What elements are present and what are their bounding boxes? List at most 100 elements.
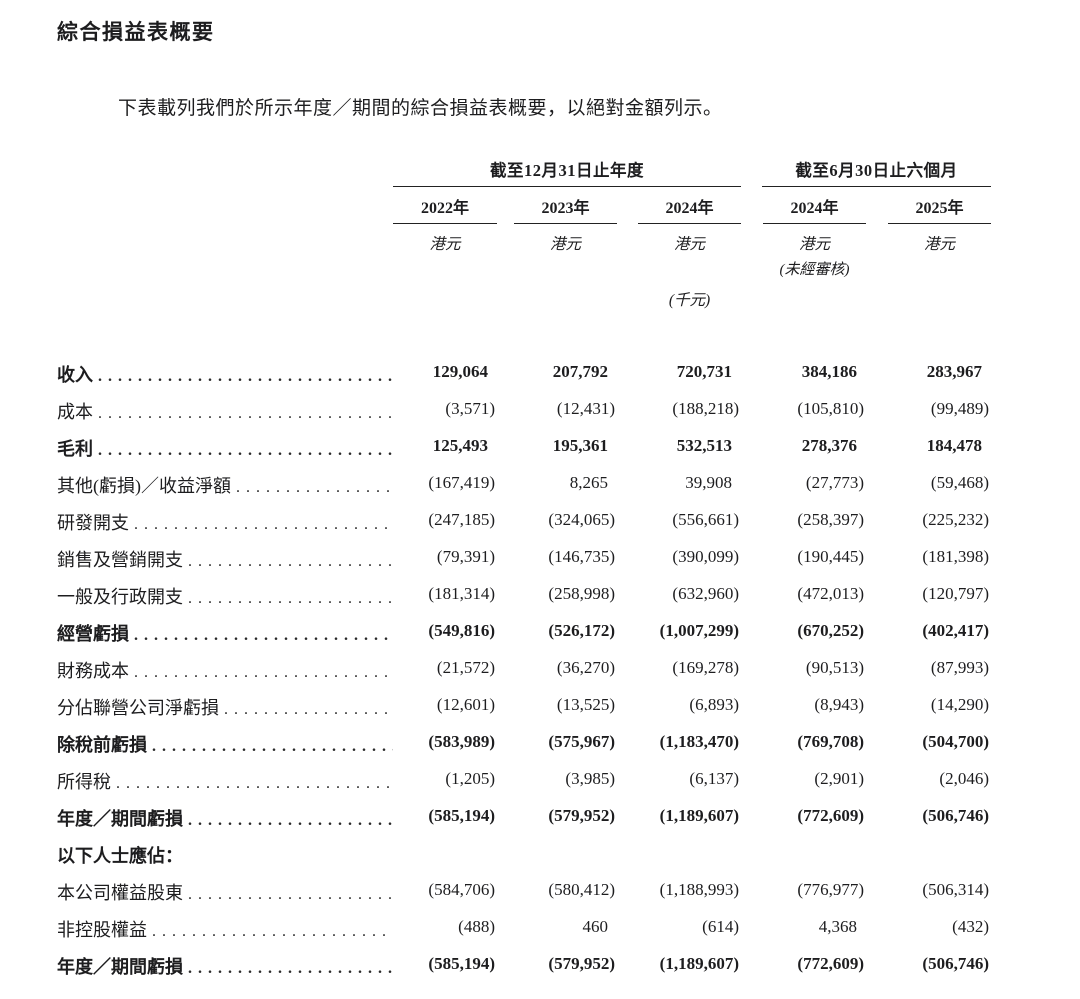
leader-dots <box>111 775 393 793</box>
value-cell: (324,065) <box>548 510 615 529</box>
year-header: 2023年 <box>514 187 617 224</box>
value-cell: (99,489) <box>930 399 989 418</box>
row-label: 收入 <box>57 365 93 385</box>
leader-dots <box>183 553 393 571</box>
value-cell: (2,901) <box>814 769 864 788</box>
table-row: 除稅前虧損 (583,989) (575,967) (1,183,470) (769,7… <box>57 724 993 761</box>
value-cell: (556,661) <box>672 510 739 529</box>
value-cell: 8,265 <box>569 473 608 492</box>
row-label: 經營虧損 <box>57 624 129 644</box>
row-label-cell: 年度／期間虧損 <box>57 946 393 983</box>
value-cell: 4,368 <box>818 917 857 936</box>
unaudited-note: (未經審核) <box>779 262 850 278</box>
intro-text: 下表載列我們於所示年度／期間的綜合損益表概要，以絕對金額列示。 <box>118 98 723 119</box>
leader-dots <box>93 405 393 423</box>
value-cell: (506,746) <box>922 954 989 973</box>
leader-dots <box>93 368 393 386</box>
row-label-cell: 本公司權益股東 <box>57 872 393 909</box>
value-cell: (14,290) <box>930 695 989 714</box>
value-cell: (432) <box>952 917 989 936</box>
value-cell: (87,993) <box>930 658 989 677</box>
row-label: 本公司權益股東 <box>57 883 183 903</box>
value-cell: (583,989) <box>428 732 495 751</box>
table-row: 經營虧損 (549,816) (526,172) (1,007,299) (670,25… <box>57 613 993 650</box>
value-cell: 184,478 <box>926 436 982 455</box>
table-row: 以下人士應佔： <box>57 835 993 872</box>
table-row: 銷售及營銷開支 (79,391) (146,735) (390,099) (190,44… <box>57 539 993 576</box>
row-label-cell: 研發開支 <box>57 502 393 539</box>
table-row: 年度／期間虧損 (585,194) (579,952) (1,189,607) (772… <box>57 946 993 983</box>
value-cell: (670,252) <box>797 621 864 640</box>
row-label: 年度／期間虧損 <box>57 809 183 829</box>
unit-note: (千元) <box>668 292 711 309</box>
value-cell: (13,525) <box>556 695 615 714</box>
value-cell: (6,893) <box>689 695 739 714</box>
value-cell: (632,960) <box>672 584 739 603</box>
value-cell: (1,188,993) <box>659 880 739 899</box>
value-cell: 532,513 <box>676 436 732 455</box>
row-label: 一般及行政開支 <box>57 587 183 607</box>
leader-dots <box>129 627 393 645</box>
value-cell: (105,810) <box>797 399 864 418</box>
value-cell: 125,493 <box>432 436 488 455</box>
value-cell: (506,746) <box>922 806 989 825</box>
row-label: 銷售及營銷開支 <box>57 550 183 570</box>
value-cell: 129,064 <box>432 362 488 381</box>
year-header: 2022年 <box>393 187 497 224</box>
currency-label: 港元 <box>923 236 955 253</box>
table-row: 財務成本 (21,572) (36,270) (169,278) (90,513) (87… <box>57 650 993 687</box>
table-row: 年度／期間虧損 (585,194) (579,952) (1,189,607) (772… <box>57 798 993 835</box>
table-row: 成本 (3,571) (12,431) (188,218) (105,810) (99,4… <box>57 391 993 428</box>
column-group-year-end: 截至12月31日止年度 <box>393 157 741 187</box>
value-cell: (402,417) <box>922 621 989 640</box>
leader-dots <box>93 442 393 460</box>
row-label-cell: 財務成本 <box>57 650 393 687</box>
column-group-label: 截至6月30日止六個月 <box>762 157 991 187</box>
table-row: 毛利 125,493 195,361 532,513 278,376 184,478 <box>57 428 993 465</box>
row-label: 年度／期間虧損 <box>57 957 183 977</box>
table-row: 非控股權益 (488) 460 (614) 4,368 (432) <box>57 909 993 946</box>
header-currency-row: 港元 港元 港元 港元 港元 <box>57 224 993 254</box>
value-cell: (247,185) <box>428 510 495 529</box>
value-cell: (2,046) <box>939 769 989 788</box>
row-label-cell: 銷售及營銷開支 <box>57 539 393 576</box>
row-label: 非控股權益 <box>57 920 147 940</box>
value-cell: (585,194) <box>428 954 495 973</box>
value-cell: (79,391) <box>436 547 495 566</box>
leader-dots <box>231 479 393 497</box>
value-cell: (8,943) <box>814 695 864 714</box>
value-cell: (1,007,299) <box>659 621 739 640</box>
row-label-cell: 所得稅 <box>57 761 393 798</box>
leader-dots <box>183 812 393 830</box>
table-header: 截至12月31日止年度 截至6月30日止六個月 2022年 2023年 2024年 202… <box>57 157 993 310</box>
value-cell: 39,908 <box>685 473 732 492</box>
value-cell: (90,513) <box>805 658 864 677</box>
value-cell: (614) <box>702 917 739 936</box>
table-row: 分佔聯營公司淨虧損 (12,601) (13,525) (6,893) (8,943) (… <box>57 687 993 724</box>
row-label-cell: 收入 <box>57 354 393 391</box>
value-cell: (225,232) <box>922 510 989 529</box>
column-group-six-months: 截至6月30日止六個月 <box>741 157 991 187</box>
value-cell: 384,186 <box>801 362 857 381</box>
header-note-row: (未經審核) <box>57 254 993 279</box>
value-cell <box>741 835 866 872</box>
value-cell: (390,099) <box>672 547 739 566</box>
value-cell: (1,183,470) <box>659 732 739 751</box>
value-cell <box>866 835 991 872</box>
value-cell: 207,792 <box>552 362 608 381</box>
value-cell: (580,412) <box>548 880 615 899</box>
value-cell: (3,985) <box>565 769 615 788</box>
leader-dots <box>219 701 393 719</box>
currency-label: 港元 <box>429 236 461 253</box>
value-cell: (21,572) <box>436 658 495 677</box>
row-label-cell: 其他(虧損)／收益淨額 <box>57 465 393 502</box>
leader-dots <box>147 738 393 756</box>
value-cell: (585,194) <box>428 806 495 825</box>
currency-label: 港元 <box>673 236 705 253</box>
value-cell: (1,205) <box>445 769 495 788</box>
value-cell <box>497 835 617 872</box>
value-cell: (769,708) <box>797 732 864 751</box>
year-header: 2024年 <box>638 187 741 224</box>
table-row: 所得稅 (1,205) (3,985) (6,137) (2,901) (2,046) <box>57 761 993 798</box>
year-header: 2024年 <box>763 187 866 224</box>
